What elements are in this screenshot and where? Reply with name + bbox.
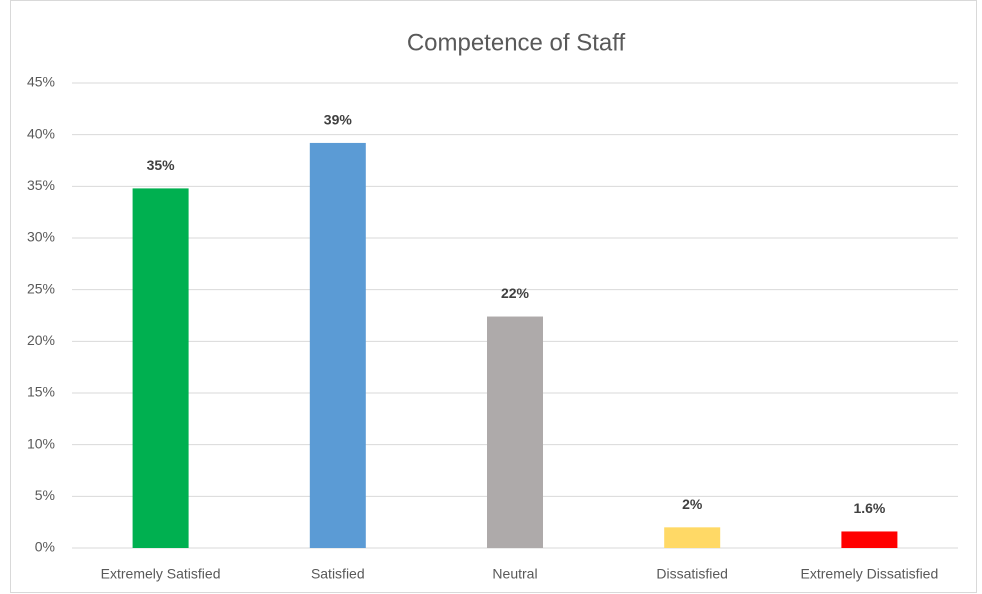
y-tick-label: 40% <box>27 125 55 141</box>
bar <box>487 316 543 548</box>
y-tick-label: 25% <box>27 280 55 296</box>
x-tick-label: Satisfied <box>311 566 365 582</box>
bar <box>309 142 366 548</box>
data-label: 39% <box>324 112 353 128</box>
bar <box>664 527 721 548</box>
x-tick-label: Neutral <box>492 566 537 582</box>
data-label: 2% <box>682 496 703 512</box>
y-tick-label: 15% <box>27 384 55 400</box>
data-label: 1.6% <box>853 500 885 516</box>
data-label: 35% <box>147 157 176 173</box>
y-tick-label: 10% <box>27 435 55 451</box>
y-tick-label: 0% <box>35 539 55 555</box>
x-tick-label: Extremely Dissatisfied <box>801 566 939 582</box>
chart-title: Competence of Staff <box>407 29 626 56</box>
y-tick-label: 5% <box>35 487 55 503</box>
y-tick-label: 30% <box>27 229 55 245</box>
x-tick-label: Extremely Satisfied <box>101 566 221 582</box>
x-tick-label: Dissatisfied <box>656 566 728 582</box>
bar <box>841 531 898 548</box>
y-tick-label: 20% <box>27 332 55 348</box>
bar <box>132 188 189 548</box>
y-tick-label: 45% <box>27 74 55 90</box>
data-label: 22% <box>501 285 530 301</box>
y-tick-label: 35% <box>27 177 55 193</box>
